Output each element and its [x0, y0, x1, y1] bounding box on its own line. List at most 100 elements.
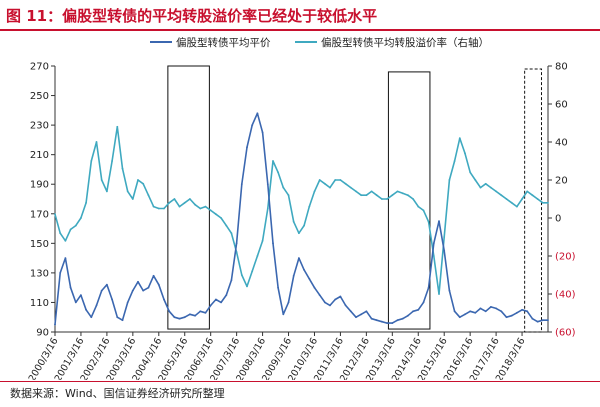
series-1-point — [303, 269, 305, 271]
series-2-point — [256, 255, 259, 257]
series-2-point — [531, 194, 534, 197]
chart-svg: 偏股型转债平均平价 偏股型转债平均转股溢价率（右轴） 90 110 130 150 170 1… — [27, 36, 576, 384]
series-1-point — [438, 220, 440, 223]
series-2-point — [157, 207, 160, 210]
series-2-point — [131, 198, 134, 200]
series-1-point — [95, 304, 98, 307]
series-1-point — [256, 112, 259, 115]
series-2-point — [116, 125, 119, 128]
series-2-point — [474, 179, 477, 181]
series-1-point — [381, 320, 383, 323]
series-1-point — [137, 280, 139, 283]
series-line-2 — [54, 126, 548, 295]
y-left-tick-label: 110 — [30, 298, 49, 309]
series-2-point — [204, 205, 207, 208]
y-right-tick-label: 0 — [555, 214, 561, 225]
legend-label-1: 偏股型转债平均平价 — [176, 36, 271, 49]
series-2-point — [458, 137, 461, 140]
series-1-point — [412, 310, 414, 313]
series-2-point — [147, 194, 150, 197]
series-2-point — [90, 160, 93, 162]
series-1-point — [90, 316, 93, 319]
series-2-point — [168, 201, 171, 204]
series-1-point — [261, 131, 264, 134]
series-2-point — [318, 179, 321, 181]
y-left-tick-label: 190 — [30, 180, 49, 191]
y-right-tick-label: (60) — [555, 328, 576, 339]
series-1-point — [318, 294, 321, 296]
series-2-point — [386, 198, 388, 200]
series-2-point — [381, 198, 383, 200]
series-1-point — [189, 313, 191, 316]
series-1-point — [500, 310, 503, 313]
series-1-point — [427, 286, 430, 289]
series-1-point — [240, 183, 243, 186]
series-1-point — [490, 306, 492, 308]
series-1-point — [536, 320, 539, 323]
series-1-point — [74, 301, 77, 304]
series-1-point — [54, 323, 56, 326]
y-right-tick-label: 80 — [555, 62, 568, 73]
y-left-tick-label: 210 — [30, 150, 49, 161]
series-1-point — [64, 257, 67, 259]
series-1-point — [365, 310, 368, 313]
series-1-point — [469, 310, 472, 313]
series-2-point — [412, 198, 414, 200]
series-1-point — [453, 310, 456, 313]
series-2-point — [59, 232, 62, 235]
series-2-point — [396, 190, 399, 193]
y-left-tick-label: 250 — [30, 91, 49, 102]
series-2-point — [324, 182, 326, 185]
series-1-point — [168, 310, 171, 313]
series-1-point — [220, 301, 223, 304]
series-1-point — [521, 308, 523, 311]
series-1-point — [194, 314, 197, 317]
series-1-point — [230, 279, 233, 282]
series-1-point — [292, 274, 295, 277]
series-1-point — [142, 289, 145, 292]
series-1-point — [360, 313, 363, 316]
series-2-point — [69, 228, 72, 231]
series-1-point — [516, 311, 518, 314]
series-1-point — [448, 289, 451, 292]
series-1-point — [313, 286, 316, 289]
series-2-point — [443, 236, 446, 238]
series-2-point — [510, 201, 513, 204]
series-1-point — [282, 313, 285, 316]
series-2-point — [225, 224, 228, 227]
series-2-point — [189, 198, 191, 200]
series-1-point — [396, 319, 399, 322]
series-1-point — [100, 289, 103, 292]
series-1-point — [152, 274, 155, 277]
series-2-point — [287, 194, 290, 197]
series-2-point — [100, 179, 103, 181]
y-right-tick-label: 40 — [555, 138, 568, 149]
series-1-point — [298, 257, 300, 259]
figure-title-bar: 图 11：偏股型转债的平均转股溢价率已经处于较低水平 — [0, 0, 600, 31]
series-2-point — [209, 209, 212, 212]
series-2-point — [74, 224, 77, 227]
y-left-tick-label: 270 — [30, 62, 49, 73]
series-2-point — [370, 190, 373, 193]
series-2-point — [349, 186, 352, 189]
series-1-point — [458, 316, 461, 319]
series-2-point — [339, 179, 342, 181]
series-2-point — [521, 198, 523, 200]
series-1-point — [246, 146, 248, 149]
series-2-point — [422, 209, 425, 212]
series-2-point — [220, 217, 223, 219]
series-2-point — [80, 217, 82, 219]
series-1-point — [204, 311, 207, 314]
series-1-point — [106, 283, 108, 286]
series-2-point — [261, 239, 264, 242]
series-1-point — [324, 301, 326, 304]
series-1-point — [215, 298, 217, 301]
series-2-point — [106, 190, 108, 193]
series-1-point — [334, 298, 337, 301]
series-1-point — [173, 316, 176, 319]
series-2-point — [391, 194, 394, 197]
series-1-point — [116, 316, 119, 319]
series-2-point — [407, 194, 409, 197]
series-2-point — [500, 194, 503, 197]
series-1-point — [505, 316, 508, 319]
